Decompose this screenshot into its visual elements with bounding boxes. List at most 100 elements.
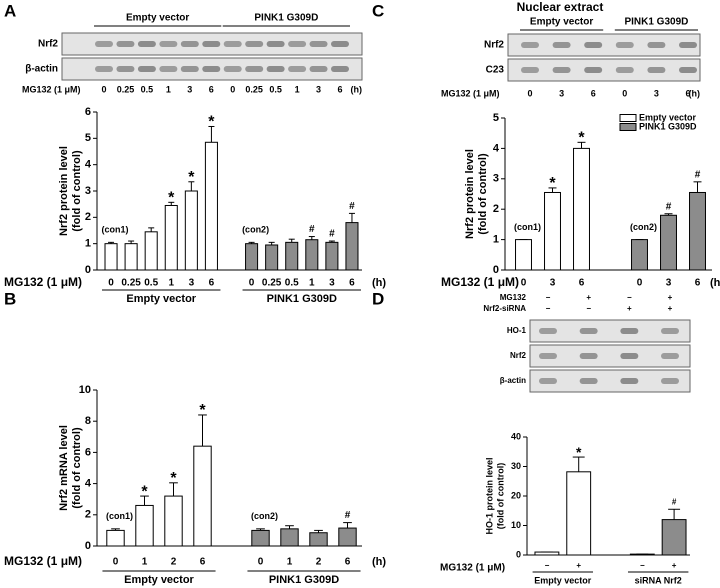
blot-band: [579, 378, 598, 384]
blot-row-label: Nrf2: [510, 351, 527, 360]
significance-mark: #: [695, 169, 701, 180]
blot-lane-title: MG132 (1 μM): [22, 84, 81, 94]
significance-mark: *: [168, 190, 175, 207]
y-axis-label: Nrf2 protein level: [58, 146, 70, 236]
group-label: Empty vector: [126, 293, 196, 305]
blot-strip: [529, 319, 691, 343]
significance-mark: *: [578, 130, 585, 147]
y-axis-label: (fold of control): [71, 150, 83, 232]
blot-lane-label: 6: [209, 84, 214, 94]
blot-band: [647, 42, 666, 48]
blot-band: [288, 66, 307, 72]
blot-lane-label: 0: [101, 84, 106, 94]
blot-band: [223, 41, 242, 47]
x-axis-unit: (h): [372, 277, 386, 289]
blot-band: [521, 42, 539, 48]
y-tick-label: 3: [85, 185, 91, 197]
significance-mark: #: [345, 510, 351, 521]
bar: [689, 191, 706, 271]
y-tick-label: 10: [79, 384, 91, 396]
y-axis-label: (fold of control): [495, 463, 505, 529]
x-tick-label: 0: [637, 278, 643, 289]
x-tick-label: 2: [171, 557, 177, 568]
blot-group-label: PINK1 G309D: [254, 13, 318, 24]
legend-label: PINK1 G309D: [639, 121, 697, 131]
x-tick-label: 3: [329, 278, 335, 289]
significance-mark: #: [349, 201, 355, 212]
y-tick-label: 30: [511, 461, 521, 471]
blot-strip: [529, 344, 691, 368]
blot-band: [137, 66, 156, 72]
y-tick-label: 20: [511, 490, 521, 500]
y-tick-label: 6: [85, 446, 91, 458]
x-tick-label: 3: [666, 278, 672, 289]
x-tick-label: −: [545, 561, 550, 570]
blot-row-label: Nrf2: [38, 39, 58, 50]
bar: [285, 241, 299, 271]
x-tick-label: 0: [113, 557, 119, 568]
blot-strip: [529, 369, 691, 393]
x-tick-label: 1: [142, 557, 148, 568]
bar: [534, 551, 560, 556]
x-tick-label: 6: [209, 278, 215, 289]
group-label: siRNA Nrf2: [635, 575, 682, 585]
panel-letter: C: [372, 1, 384, 20]
bar: [631, 239, 648, 271]
blot-band: [245, 66, 264, 72]
control-label: (con2): [251, 511, 278, 521]
x-axis-unit: (h): [372, 556, 386, 568]
condition-value: +: [668, 293, 673, 302]
significance-mark: *: [188, 169, 195, 186]
condition-value: −: [546, 304, 551, 313]
blot-band: [620, 378, 639, 384]
x-tick-label: 1: [168, 278, 174, 289]
y-tick-label: 4: [85, 478, 92, 490]
condition-value: +: [668, 304, 673, 313]
x-tick-label: 6: [579, 278, 585, 289]
blot-band: [331, 41, 349, 47]
significance-mark: #: [329, 229, 335, 240]
blot-band: [579, 328, 598, 334]
bar: [280, 528, 299, 547]
blot-band: [679, 67, 697, 73]
condition-value: −: [546, 293, 551, 302]
control-label: (con1): [514, 222, 541, 232]
blot-band: [202, 41, 221, 47]
blot-row-label: β-actin: [25, 64, 58, 75]
bar: [544, 191, 561, 271]
y-tick-label: 10: [511, 520, 521, 530]
blot-band: [620, 328, 639, 334]
legend-swatch: [619, 123, 637, 131]
bar: [305, 239, 319, 271]
blot-lane-label: 3: [654, 88, 659, 98]
bar: [124, 243, 138, 271]
bar: [515, 239, 532, 271]
y-tick-label: 3: [493, 173, 499, 185]
blot-band: [620, 353, 639, 359]
bar: [204, 141, 218, 271]
blot-band: [266, 41, 285, 47]
bar: [164, 495, 183, 547]
y-tick-label: 0: [85, 540, 91, 552]
y-tick-label: 2: [85, 211, 91, 223]
blot-band: [584, 67, 603, 73]
blot-lane-label: 6: [337, 84, 342, 94]
group-label: PINK1 G309D: [269, 574, 339, 586]
bar: [566, 471, 592, 556]
significance-mark: #: [309, 224, 315, 235]
blot-band: [202, 66, 221, 72]
y-tick-label: 1: [493, 234, 499, 246]
group-label: Empty vector: [124, 574, 194, 586]
condition-label: Nrf2-siRNA: [483, 304, 526, 313]
y-axis-label: Nrf2 protein level: [464, 149, 476, 239]
x-tick-label: 0: [258, 557, 264, 568]
blot-lane-label: 0: [527, 88, 532, 98]
y-tick-label: 40: [511, 431, 521, 441]
chart-title: Nuclear extract: [517, 0, 604, 14]
y-tick-label: 5: [493, 112, 499, 124]
blot-band: [539, 353, 557, 359]
x-tick-label: −: [640, 561, 645, 570]
blot-band: [521, 67, 539, 73]
significance-mark: *: [199, 402, 206, 419]
bar: [245, 243, 259, 271]
